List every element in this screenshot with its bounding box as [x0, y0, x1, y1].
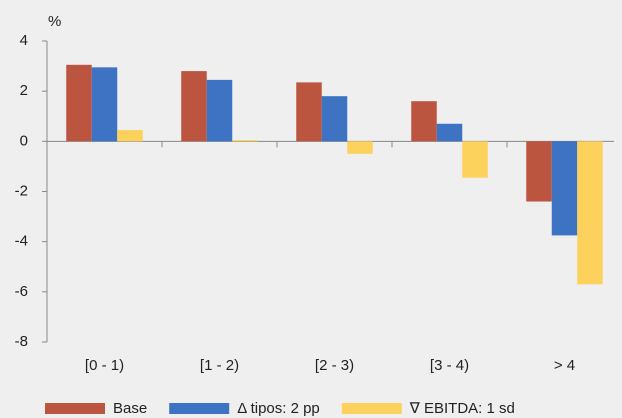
bar	[526, 141, 552, 202]
legend-swatch	[169, 403, 230, 414]
bar	[321, 96, 348, 142]
x-tick-label: [1 - 2)	[200, 357, 239, 374]
legend-swatch	[341, 403, 402, 414]
bar	[66, 64, 92, 142]
bar	[91, 67, 118, 142]
bar	[347, 141, 373, 154]
y-tick-label: -2	[15, 182, 28, 199]
legend-swatch	[45, 403, 105, 414]
bar	[117, 130, 143, 142]
legend-label: Δ tipos: 2 pp	[237, 400, 320, 417]
bar	[296, 82, 322, 142]
bar	[206, 79, 233, 142]
y-tick-label: 0	[20, 132, 28, 149]
bar	[436, 123, 463, 142]
legend-label: Base	[113, 400, 147, 417]
bar	[181, 71, 207, 142]
x-tick-label: > 4	[554, 357, 575, 374]
y-tick-label: -8	[15, 333, 28, 350]
bar	[232, 140, 258, 142]
y-tick-label: -4	[15, 233, 28, 250]
bar	[551, 141, 578, 236]
legend-label: ∇ EBITDA: 1 sd	[409, 400, 515, 417]
bar	[462, 141, 488, 178]
bar	[577, 141, 603, 285]
bar	[411, 101, 437, 142]
x-tick-label: [0 - 1)	[85, 357, 124, 374]
y-axis-label: %	[48, 13, 61, 30]
x-tick-label: [2 - 3)	[315, 357, 354, 374]
y-tick-label: 4	[20, 32, 28, 49]
y-tick-label: 2	[20, 82, 28, 99]
y-tick-label: -6	[15, 283, 28, 300]
x-tick-label: [3 - 4)	[430, 357, 469, 374]
